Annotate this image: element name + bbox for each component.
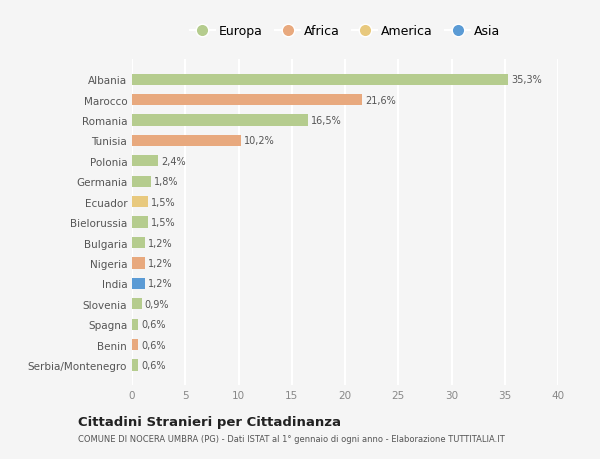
Bar (132, 74, 508, 86)
Bar (132, 359, 139, 371)
Text: 0,6%: 0,6% (142, 340, 166, 350)
Text: 35,3%: 35,3% (511, 75, 542, 85)
Text: 21,6%: 21,6% (365, 95, 396, 106)
Legend: Europa, Africa, America, Asia: Europa, Africa, America, Asia (185, 20, 505, 43)
Text: 2,4%: 2,4% (161, 157, 185, 167)
Text: 1,5%: 1,5% (151, 218, 176, 228)
Bar (132, 237, 145, 249)
Text: COMUNE DI NOCERA UMBRA (PG) - Dati ISTAT al 1° gennaio di ogni anno - Elaborazio: COMUNE DI NOCERA UMBRA (PG) - Dati ISTAT… (78, 434, 505, 443)
Text: 1,2%: 1,2% (148, 279, 173, 289)
Bar (132, 217, 148, 228)
Bar (132, 135, 241, 147)
Bar (132, 196, 148, 208)
Bar (132, 176, 151, 187)
Text: 0,9%: 0,9% (145, 299, 169, 309)
Text: 16,5%: 16,5% (311, 116, 341, 126)
Bar (132, 95, 362, 106)
Text: 1,2%: 1,2% (148, 258, 173, 269)
Text: Cittadini Stranieri per Cittadinanza: Cittadini Stranieri per Cittadinanza (78, 415, 341, 428)
Bar (132, 298, 142, 310)
Text: 1,8%: 1,8% (154, 177, 179, 187)
Text: 0,6%: 0,6% (142, 319, 166, 330)
Text: 1,5%: 1,5% (151, 197, 176, 207)
Text: 0,6%: 0,6% (142, 360, 166, 370)
Bar (132, 319, 139, 330)
Bar (132, 278, 145, 289)
Text: 1,2%: 1,2% (148, 238, 173, 248)
Bar (132, 258, 145, 269)
Bar (132, 156, 158, 167)
Bar (132, 115, 308, 126)
Text: 10,2%: 10,2% (244, 136, 275, 146)
Bar (132, 339, 139, 350)
